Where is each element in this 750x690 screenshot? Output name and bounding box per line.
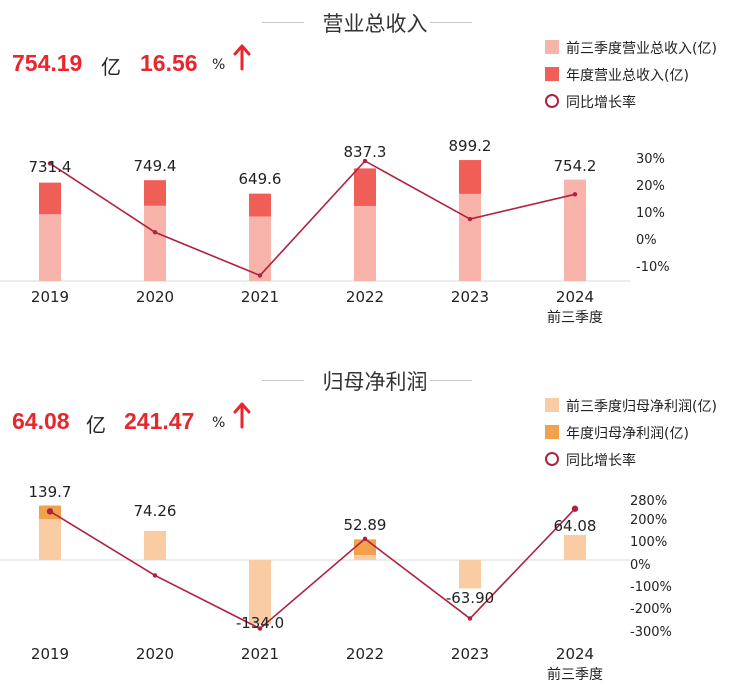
profit-title-left-line <box>262 380 304 381</box>
right-axis-tick: -10% <box>636 260 670 275</box>
right-axis-tick: 100% <box>630 535 667 550</box>
data-label: 749.4 <box>134 157 177 175</box>
data-label: 649.6 <box>239 170 282 188</box>
right-axis-tick: -200% <box>630 602 672 617</box>
growth-point <box>572 192 578 197</box>
revenue-legend-q3-swatch <box>545 40 559 54</box>
right-axis-tick: 0% <box>636 233 657 248</box>
growth-point <box>152 230 158 235</box>
q3-bar <box>39 519 61 560</box>
category-label: 2024 <box>556 645 594 663</box>
growth-line <box>49 508 576 630</box>
profit-legend-annual: 年度归母净利润(亿) <box>566 426 689 442</box>
category-label: 2022 <box>346 288 384 306</box>
profit-legend-growth: 同比增长率 <box>566 453 636 469</box>
growth-point <box>257 273 263 278</box>
right-axis-tick: 20% <box>636 179 665 194</box>
revenue-legend-growth-marker <box>545 94 559 108</box>
category-label: 2023 <box>451 288 489 306</box>
category-sublabel: 前三季度 <box>547 666 603 683</box>
q3-bar <box>354 205 376 281</box>
profit-headline-value: 64.08 <box>12 408 70 434</box>
category-label: 2019 <box>31 288 69 306</box>
q3-bar <box>564 535 586 560</box>
category-label: 2024 <box>556 288 594 306</box>
growth-point <box>467 216 473 222</box>
category-label: 2020 <box>136 645 174 663</box>
data-label: 52.89 <box>344 516 387 534</box>
right-axis-tick: -100% <box>630 580 672 595</box>
revenue-headline-unit: 亿 <box>101 55 121 79</box>
q3-bar <box>564 179 586 281</box>
growth-point <box>571 505 579 512</box>
q3-bar <box>249 216 271 281</box>
growth-point <box>46 508 54 515</box>
profit-headline-unit: 亿 <box>86 413 106 437</box>
profit-title-right-line <box>430 380 472 381</box>
q3-bar <box>144 531 166 560</box>
profit-legend-q3: 前三季度归母净利润(亿) <box>566 399 717 415</box>
category-label: 2019 <box>31 645 69 663</box>
revenue-legend-annual-swatch <box>545 67 559 81</box>
q3-bar <box>459 193 481 281</box>
data-label: -63.90 <box>446 589 494 607</box>
data-label: 74.26 <box>134 502 177 520</box>
revenue-legend-growth: 同比增长率 <box>566 95 636 111</box>
right-axis-tick: -300% <box>630 625 672 640</box>
q3-bar <box>354 554 376 560</box>
right-axis-tick: 10% <box>636 206 665 221</box>
data-label: 754.2 <box>554 157 597 175</box>
profit-headline-growth: 241.47 <box>124 408 195 434</box>
growth-point <box>362 158 368 164</box>
revenue-title-right-line <box>430 22 472 23</box>
q3-bar <box>144 205 166 281</box>
category-sublabel: 前三季度 <box>547 309 603 326</box>
profit-headline-growth-unit: % <box>212 415 226 431</box>
data-label: -134.0 <box>236 614 284 632</box>
up-arrow-icon <box>233 44 251 71</box>
q3-bar <box>39 214 61 281</box>
data-label: 139.7 <box>29 483 72 501</box>
right-axis-tick: 30% <box>636 152 665 167</box>
growth-point <box>362 536 368 542</box>
category-label: 2021 <box>241 288 279 306</box>
category-label: 2020 <box>136 288 174 306</box>
growth-point <box>47 161 53 166</box>
revenue-headline-value: 754.19 <box>12 50 83 76</box>
data-label: 731.4 <box>29 158 72 176</box>
revenue-title-left-line <box>262 22 304 23</box>
q3-bar <box>249 560 271 625</box>
category-label: 2021 <box>241 645 279 663</box>
up-arrow-icon <box>233 402 251 429</box>
right-axis-tick: 280% <box>630 494 667 509</box>
growth-point <box>467 616 473 621</box>
right-axis-tick: 0% <box>630 558 651 573</box>
revenue-headline-growth: 16.56 <box>140 50 198 76</box>
revenue-headline-growth-unit: % <box>212 57 226 73</box>
category-label: 2023 <box>451 645 489 663</box>
revenue-legend-annual: 年度营业总收入(亿) <box>566 68 689 84</box>
growth-point <box>152 573 158 578</box>
right-axis-tick: 200% <box>630 513 667 528</box>
category-label: 2022 <box>346 645 384 663</box>
data-label: 899.2 <box>449 137 492 155</box>
profit-title: 归母净利润 <box>322 370 428 394</box>
revenue-legend-q3: 前三季度营业总收入(亿) <box>566 41 717 57</box>
profit-legend-growth-marker <box>545 452 559 466</box>
revenue-chart: 731.4 749.4 649.6 837.3 899.2 754.2 2019 2020 20… <box>0 137 670 326</box>
profit-legend-q3-swatch <box>545 398 559 412</box>
data-label: 64.08 <box>554 517 597 535</box>
data-label: 837.3 <box>344 143 387 161</box>
revenue-title: 营业总收入 <box>322 12 428 36</box>
growth-point <box>257 626 263 631</box>
q3-bar <box>459 560 481 589</box>
profit-legend-annual-swatch <box>545 425 559 439</box>
profit-chart: 139.7 74.26 -134.0 52.89 -63.90 64.08 2019 2020… <box>0 483 672 683</box>
growth-line <box>49 159 576 277</box>
